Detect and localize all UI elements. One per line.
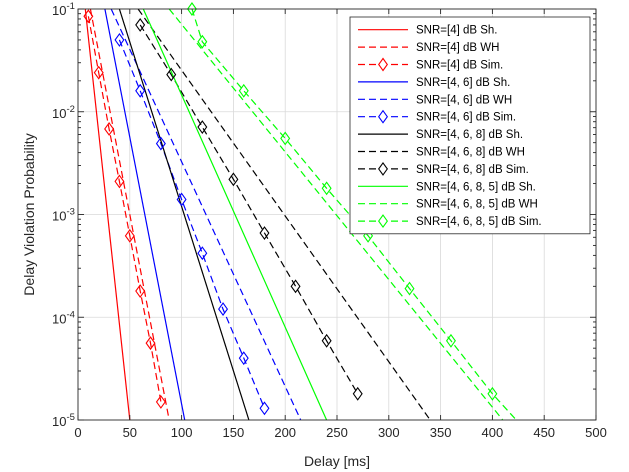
x-tick-label: 150 [223, 425, 245, 440]
data-point-marker [83, 9, 94, 24]
legend-label: SNR=[4] dB Sim. [416, 60, 503, 72]
series-line [104, 9, 186, 420]
x-tick-label: 250 [326, 425, 348, 440]
data-point-marker [114, 32, 125, 47]
legend-label: SNR=[4, 6] dB Sh. [416, 77, 510, 89]
series-group [84, 9, 518, 420]
data-point-marker [238, 351, 249, 366]
data-point-marker [197, 34, 208, 49]
data-point-marker [321, 333, 332, 348]
series-line [89, 9, 170, 420]
data-point-marker [404, 281, 415, 296]
x-tick-label: 0 [74, 425, 81, 440]
data-point-marker [135, 284, 146, 298]
data-point-marker [155, 394, 166, 409]
data-point-marker [124, 228, 135, 243]
legend-marker [378, 109, 388, 124]
data-point-marker [228, 172, 239, 187]
data-point-marker [114, 174, 125, 189]
legend-label: SNR=[4] dB Sh. [416, 25, 498, 37]
data-point-marker [487, 386, 498, 401]
legend-label: SNR=[4, 6, 8, 5] dB Sh. [416, 181, 536, 193]
data-point-marker [176, 192, 187, 207]
legend-label: SNR=[4, 6, 8, 5] dB Sim. [416, 216, 542, 228]
data-point-marker [135, 17, 146, 32]
legend-label: SNR=[4, 6, 8, 5] dB WH [416, 199, 538, 211]
data-point-marker [259, 401, 270, 416]
data-point-marker [352, 386, 363, 401]
legend-marker [378, 214, 388, 229]
series-line [87, 16, 162, 403]
data-point-marker [238, 83, 249, 98]
x-tick-label: 100 [171, 425, 193, 440]
data-point-marker [321, 181, 332, 196]
data-point-marker [445, 333, 456, 348]
data-point-marker [155, 136, 166, 151]
x-tick-label: 350 [430, 425, 452, 440]
x-tick-label: 400 [482, 425, 504, 440]
series-line [84, 9, 131, 420]
data-point-marker [197, 246, 208, 261]
legend-label: SNR=[4, 6, 8] dB Sim. [416, 164, 529, 176]
y-tick-label: 10-3 [52, 207, 75, 224]
x-tick-label: 450 [533, 425, 555, 440]
data-point-marker [259, 226, 270, 240]
data-point-marker [93, 65, 104, 80]
legend-marker [378, 161, 388, 176]
data-point-marker [186, 2, 197, 16]
series-line [118, 39, 266, 409]
data-point-marker [280, 131, 291, 146]
x-tick-label: 50 [123, 425, 137, 440]
markers-group [83, 2, 498, 416]
legend-label: SNR=[4] dB WH [416, 42, 499, 54]
y-tick-label: 10-1 [52, 1, 75, 18]
legend-label: SNR=[4, 6] dB Sim. [416, 112, 516, 124]
y-tick-label: 10-4 [52, 309, 75, 326]
legend-label: SNR=[4, 6, 8] dB WH [416, 147, 525, 159]
series-line [110, 9, 302, 420]
series-line [168, 9, 504, 420]
data-point-marker [197, 120, 208, 134]
data-point-marker [166, 67, 177, 82]
legend-box [349, 16, 591, 235]
x-tick-label: 200 [274, 425, 296, 440]
plot-layer: 0 50 100 150 200 250 300 350 400 450 500 10-5 10-4 10… [52, 1, 607, 440]
data-point-marker [290, 279, 301, 294]
legend-marker [378, 57, 388, 72]
legend: SNR=[4] dB Sh. SNR=[4] dB WH SNR=[4] dB Si… [349, 16, 591, 235]
legend-label: SNR=[4, 6, 8] dB Sh. [416, 129, 523, 141]
legend-label: SNR=[4, 6] dB WH [416, 94, 512, 106]
x-tick-label: 500 [585, 425, 607, 440]
data-point-marker [218, 302, 229, 317]
data-point-marker [145, 336, 156, 351]
series-line [191, 9, 518, 420]
y-tick-label: 10-5 [52, 412, 75, 429]
y-axis-label: Delay Violation Probability [21, 133, 37, 295]
x-tick-label: 300 [378, 425, 400, 440]
data-point-marker [104, 122, 115, 136]
x-axis-label: Delay [ms] [304, 453, 370, 469]
data-point-marker [135, 83, 146, 98]
axes [77, 8, 597, 421]
series-line [118, 9, 250, 420]
y-tick-label: 10-2 [52, 104, 75, 121]
series-line [137, 9, 431, 420]
